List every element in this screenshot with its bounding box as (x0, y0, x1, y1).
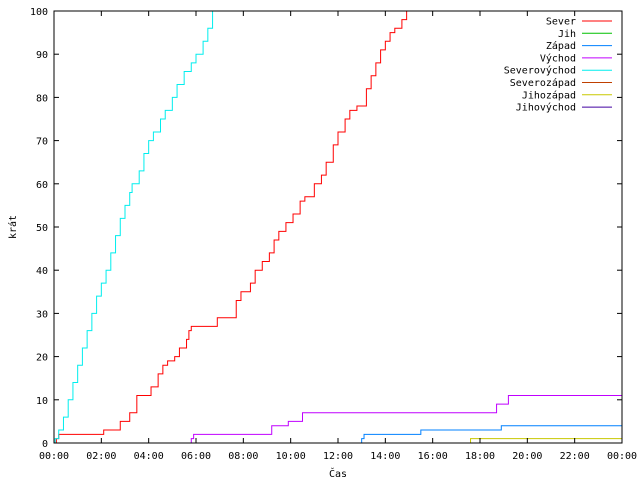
x-tick-label: 04:00 (134, 451, 164, 462)
y-tick-label: 0 (42, 439, 48, 450)
x-tick-label: 08:00 (228, 451, 258, 462)
x-tick-label: 02:00 (86, 451, 116, 462)
y-tick-label: 60 (36, 180, 48, 191)
legend-label-sever: Sever (546, 17, 576, 28)
y-tick-label: 90 (36, 50, 48, 61)
legend-label-severovychod: Severovýchod (504, 65, 576, 77)
series-line-jihozapad (470, 438, 622, 443)
ticks-layer: 00:00 02:00 04:00 06:00 08:00 10:00 12:00 14:00… (30, 7, 637, 462)
y-tick-label: 20 (36, 353, 48, 364)
series-layer (54, 11, 622, 443)
series-line-vychod (190, 394, 622, 443)
y-tick-label: 30 (36, 309, 48, 320)
y-tick-label: 50 (36, 223, 48, 234)
x-tick-label: 16:00 (418, 451, 448, 462)
x-tick-label: 00:00 (607, 451, 637, 462)
y-axis-label: krát (7, 215, 19, 239)
x-axis-label: Čas (329, 467, 347, 480)
x-tick-label: 18:00 (465, 451, 495, 462)
y-tick-label: 10 (36, 396, 48, 407)
legend-label-vychod: Východ (540, 52, 576, 64)
y-tick-label: 80 (36, 93, 48, 104)
legend: SeverJihZápadVýchodSeverovýchodSeverozáp… (504, 17, 612, 114)
y-tick-label: 70 (36, 137, 48, 148)
legend-label-jihozapad: Jihozápad (522, 89, 576, 101)
x-tick-label: 20:00 (512, 451, 542, 462)
x-tick-label: 10:00 (276, 451, 306, 462)
legend-label-jihovychod: Jihovýchod (516, 102, 576, 114)
legend-label-severozapad: Severozápad (510, 77, 576, 89)
x-tick-label: 06:00 (181, 451, 211, 462)
y-tick-label: 100 (30, 7, 48, 18)
series-line-zapad (361, 425, 622, 443)
legend-label-zapad: Západ (546, 40, 576, 52)
series-line-severovychod (54, 11, 214, 443)
x-tick-label: 00:00 (39, 451, 69, 462)
series-line-sever (55, 11, 408, 443)
x-tick-label: 22:00 (560, 451, 590, 462)
x-tick-label: 14:00 (370, 451, 400, 462)
legend-label-jih: Jih (558, 29, 576, 40)
x-tick-label: 12:00 (323, 451, 353, 462)
y-tick-label: 40 (36, 266, 48, 277)
